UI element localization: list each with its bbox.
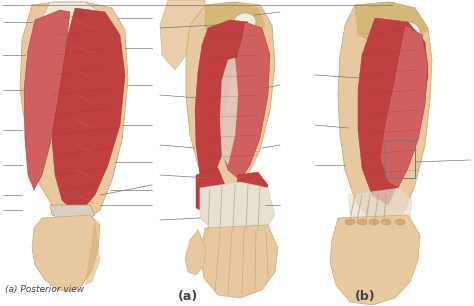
Polygon shape bbox=[160, 0, 205, 70]
Polygon shape bbox=[330, 215, 420, 305]
Text: (a): (a) bbox=[178, 290, 198, 303]
Polygon shape bbox=[205, 2, 265, 40]
Polygon shape bbox=[235, 172, 268, 215]
Polygon shape bbox=[200, 182, 275, 238]
Polygon shape bbox=[196, 168, 225, 215]
Polygon shape bbox=[380, 25, 428, 188]
Polygon shape bbox=[186, 2, 275, 200]
Polygon shape bbox=[355, 2, 428, 48]
Polygon shape bbox=[220, 58, 238, 165]
Polygon shape bbox=[200, 225, 278, 298]
Ellipse shape bbox=[395, 219, 405, 225]
Polygon shape bbox=[185, 230, 206, 275]
Polygon shape bbox=[50, 205, 95, 220]
Ellipse shape bbox=[369, 219, 379, 225]
Ellipse shape bbox=[357, 219, 367, 225]
Ellipse shape bbox=[234, 13, 256, 31]
Ellipse shape bbox=[396, 22, 420, 42]
Polygon shape bbox=[85, 222, 100, 285]
Polygon shape bbox=[24, 10, 70, 190]
Polygon shape bbox=[348, 188, 412, 228]
Text: (b): (b) bbox=[355, 290, 375, 303]
Polygon shape bbox=[220, 22, 270, 180]
Ellipse shape bbox=[381, 219, 391, 225]
Polygon shape bbox=[52, 8, 125, 210]
Polygon shape bbox=[32, 215, 100, 292]
Ellipse shape bbox=[345, 219, 355, 225]
Polygon shape bbox=[20, 2, 128, 220]
Polygon shape bbox=[338, 2, 432, 225]
Text: (a) Posterior view: (a) Posterior view bbox=[5, 285, 84, 294]
Polygon shape bbox=[195, 20, 248, 188]
Polygon shape bbox=[42, 2, 105, 32]
Polygon shape bbox=[358, 18, 428, 205]
